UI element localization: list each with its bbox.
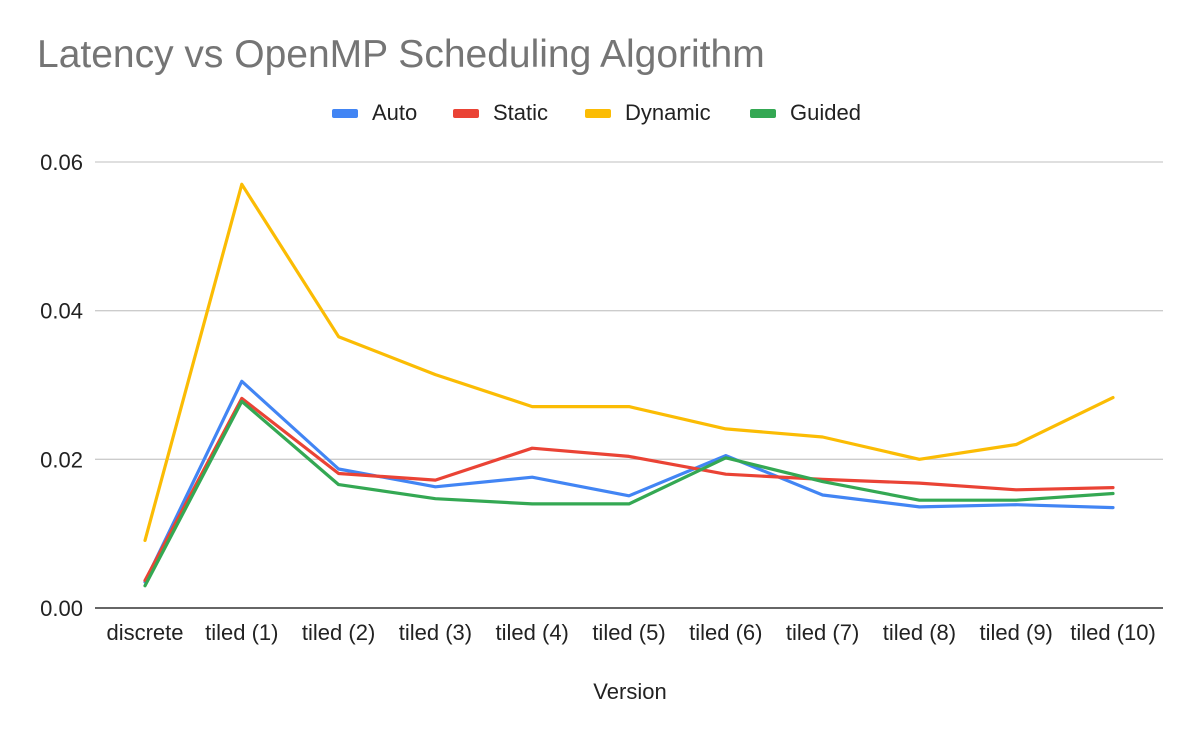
legend-swatch-dynamic	[585, 108, 611, 118]
y-tick-label: 0.04	[40, 299, 83, 324]
y-tick-label: 0.06	[40, 150, 83, 175]
legend-label-auto: Auto	[372, 100, 418, 125]
x-tick-label: tiled (10)	[1070, 620, 1156, 645]
y-tick-label: 0.02	[40, 447, 83, 472]
x-tick-label: tiled (6)	[689, 620, 762, 645]
x-tick-label: tiled (4)	[496, 620, 569, 645]
series-line-dynamic	[143, 182, 1115, 543]
x-tick-label: tiled (8)	[883, 620, 956, 645]
y-tick-label: 0.00	[40, 596, 83, 621]
x-tick-label: tiled (9)	[980, 620, 1053, 645]
x-tick-label: discrete	[106, 620, 183, 645]
series-line-guided	[143, 399, 1115, 588]
x-tick-label: tiled (7)	[786, 620, 859, 645]
legend: Auto Static Dynamic Guided	[0, 98, 1200, 128]
legend-label-static: Static	[493, 100, 549, 125]
legend-item-guided[interactable]: Guided	[750, 98, 861, 128]
legend-swatch-static	[453, 108, 479, 118]
series-line-static	[143, 396, 1115, 583]
x-tick-label: tiled (3)	[399, 620, 472, 645]
legend-label-dynamic: Dynamic	[625, 100, 711, 125]
legend-item-static[interactable]: Static	[453, 98, 548, 128]
legend-item-auto[interactable]: Auto	[332, 98, 417, 128]
series-line-auto	[143, 379, 1115, 584]
legend-swatch-auto	[332, 108, 358, 118]
legend-label-guided: Guided	[790, 100, 861, 125]
x-axis-title: Version	[593, 679, 666, 704]
x-tick-label: tiled (2)	[302, 620, 375, 645]
legend-item-dynamic[interactable]: Dynamic	[585, 98, 711, 128]
legend-swatch-guided	[750, 108, 776, 118]
x-tick-label: tiled (5)	[592, 620, 665, 645]
x-tick-label: tiled (1)	[205, 620, 278, 645]
chart-title: Latency vs OpenMP Scheduling Algorithm	[37, 33, 765, 76]
